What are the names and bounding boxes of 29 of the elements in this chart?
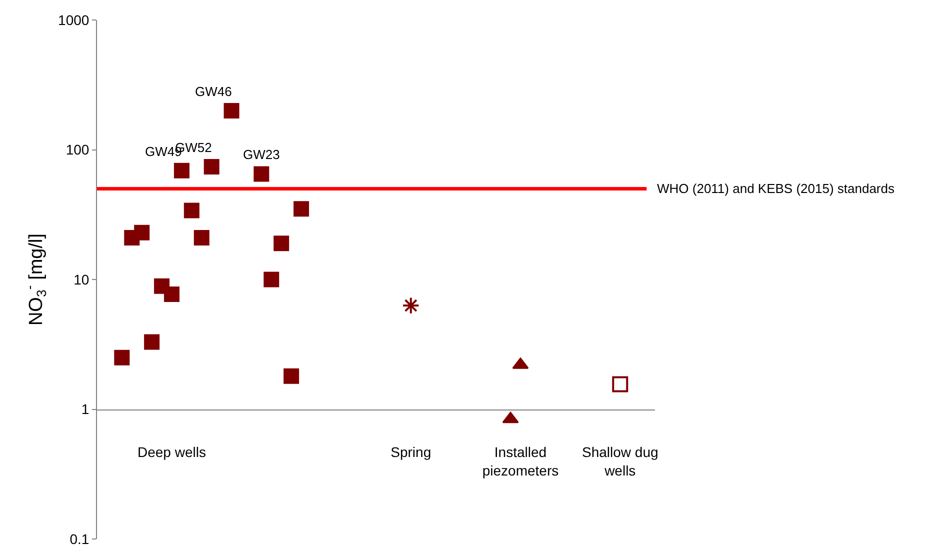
y-tick-label: 0.1 (70, 530, 90, 547)
point (114, 350, 130, 366)
point (254, 166, 270, 182)
x-tick-label: Shallow dug wells (582, 444, 658, 478)
x-tick-label: Deep wells (137, 444, 206, 460)
point (402, 296, 420, 314)
y-tick-label: 10 (74, 271, 90, 288)
point (224, 102, 240, 118)
point (134, 224, 150, 240)
point (184, 202, 200, 218)
data-label: GW23 (243, 147, 280, 162)
x-tick-label: Installed piezometers (482, 444, 559, 478)
data-label: GW46 (195, 84, 232, 99)
y-tick-label: 1 (81, 401, 90, 418)
point (264, 272, 280, 288)
y-tick-label: 100 (66, 142, 90, 158)
point (274, 236, 290, 252)
point (204, 158, 220, 174)
point (194, 230, 210, 246)
ref-line-label: WHO (2011) and KEBS (2015) standards (657, 181, 895, 196)
point (284, 368, 300, 384)
point (612, 376, 628, 392)
point (294, 201, 310, 217)
point (502, 412, 519, 424)
y-tick-label: 1000 (58, 12, 90, 28)
point (164, 286, 180, 302)
point (174, 162, 190, 178)
point (144, 334, 160, 350)
x-tick-label: Spring (390, 444, 432, 460)
